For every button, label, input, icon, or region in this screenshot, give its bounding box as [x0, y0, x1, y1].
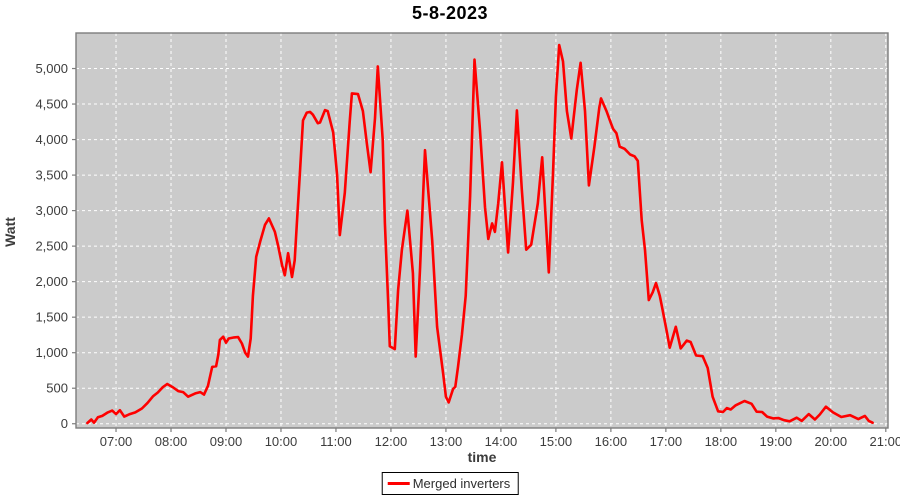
x-tick-label: 15:00 [540, 434, 573, 449]
x-tick-label: 20:00 [815, 434, 848, 449]
series-line-merged-inverters [86, 43, 874, 425]
x-tick-label: 17:00 [650, 434, 683, 449]
y-axis-label: Watt [2, 217, 18, 247]
y-tick-label: 500 [46, 381, 68, 396]
legend-label: Merged inverters [412, 476, 511, 491]
y-tick-label: 3,000 [35, 203, 68, 218]
y-tick-label: 3,500 [35, 168, 68, 183]
x-tick-label: 07:00 [100, 434, 133, 449]
x-tick-label: 21:00 [870, 434, 900, 449]
legend-series-line-swatch [387, 482, 410, 485]
y-tick-label: 1,000 [35, 345, 68, 360]
x-tick-label: 11:00 [320, 434, 352, 449]
x-tick-label: 09:00 [210, 434, 243, 449]
legend-box: Merged inverters [381, 472, 519, 495]
x-tick-label: 10:00 [265, 434, 298, 449]
x-tick-label: 14:00 [485, 434, 518, 449]
y-tick-label: 2,000 [35, 274, 68, 289]
y-tick-label: 2,500 [35, 239, 68, 254]
x-tick-label: 18:00 [705, 434, 738, 449]
y-tick-label: 0 [61, 416, 68, 431]
x-tick-label: 12:00 [375, 434, 408, 449]
x-tick-label: 13:00 [430, 434, 463, 449]
chart-title: 5-8-2023 [411, 3, 489, 23]
x-tick-label: 16:00 [595, 434, 628, 449]
x-tick-label: 19:00 [760, 434, 793, 449]
y-tick-label: 1,500 [35, 310, 68, 325]
plot-area [76, 33, 888, 428]
y-tick-label: 4,500 [35, 97, 68, 112]
x-axis-label: time [467, 449, 497, 465]
x-tick-label: 08:00 [155, 434, 188, 449]
y-tick-label: 4,000 [35, 132, 68, 147]
y-tick-label: 5,000 [35, 61, 68, 76]
plot-border [75, 32, 889, 429]
